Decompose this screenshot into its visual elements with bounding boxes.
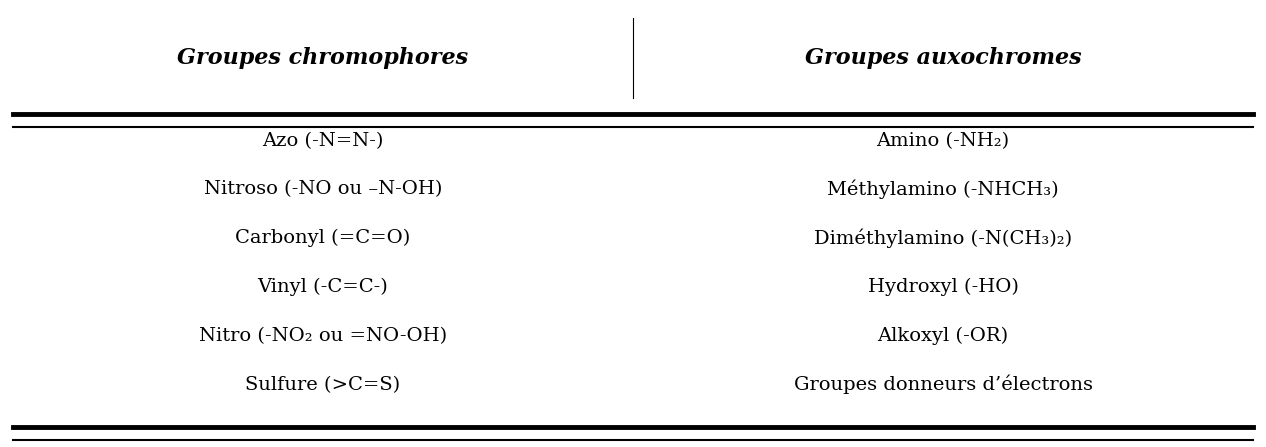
Text: Nitro (-NO₂ ou =NO-OH): Nitro (-NO₂ ou =NO-OH): [199, 327, 447, 345]
Text: Groupes donneurs d’électrons: Groupes donneurs d’électrons: [794, 375, 1093, 394]
Text: Groupes chromophores: Groupes chromophores: [177, 47, 468, 69]
Text: Hydroxyl (-HO): Hydroxyl (-HO): [867, 278, 1019, 296]
Text: Carbonyl (=C=O): Carbonyl (=C=O): [235, 229, 410, 247]
Text: Vinyl (-C=C-): Vinyl (-C=C-): [257, 278, 389, 296]
Text: Groupes auxochromes: Groupes auxochromes: [805, 47, 1081, 69]
Text: Alkoxyl (-OR): Alkoxyl (-OR): [877, 327, 1009, 345]
Text: Diméthylamino (-N(CH₃)₂): Diméthylamino (-N(CH₃)₂): [814, 228, 1072, 248]
Text: Amino (-NH₂): Amino (-NH₂): [876, 131, 1010, 150]
Text: Nitroso (-NO ou –N-OH): Nitroso (-NO ou –N-OH): [204, 181, 442, 198]
Text: Méthylamino (-NHCH₃): Méthylamino (-NHCH₃): [828, 180, 1058, 199]
Text: Sulfure (>C=S): Sulfure (>C=S): [246, 375, 400, 394]
Text: Azo (-N=N-): Azo (-N=N-): [262, 131, 384, 150]
